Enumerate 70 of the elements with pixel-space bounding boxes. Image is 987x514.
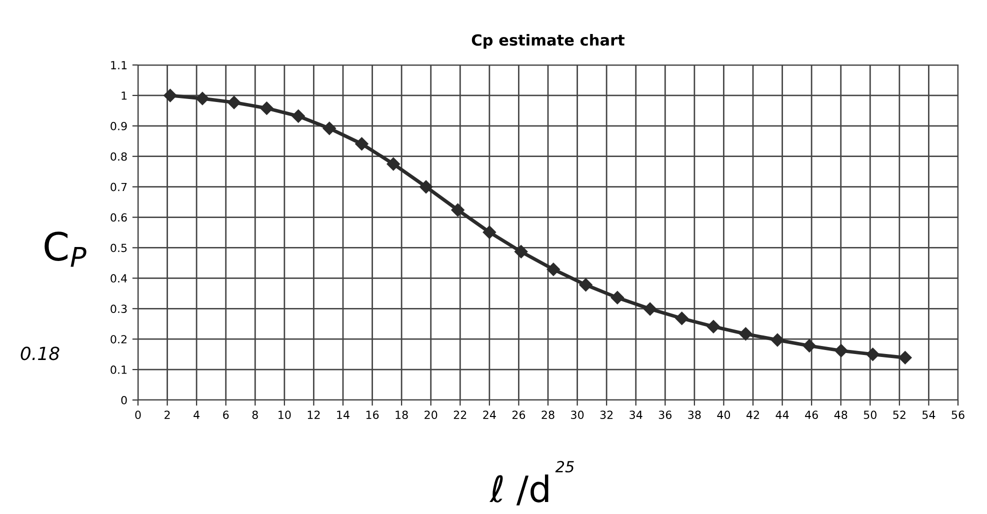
x-tick-label: 34 [630, 410, 642, 420]
x-tick-label: 18 [396, 410, 408, 420]
x-tick-label: 48 [834, 410, 848, 420]
y-tick-label: 0.4 [110, 274, 127, 283]
x-tick-label: 42 [746, 410, 759, 419]
x-tick-label: 4 [194, 410, 200, 419]
x-tick-label: 14 [337, 410, 350, 419]
y-tick-label: 0.8 [110, 152, 127, 161]
y-tick-label: 0.2 [110, 335, 126, 344]
x-tick-label: 46 [805, 410, 818, 420]
x-tick-label: 54 [922, 410, 936, 420]
x-tick-label: 22 [454, 410, 466, 419]
y-tick-label: 0.6 [110, 213, 127, 222]
point [260, 102, 274, 115]
point [898, 351, 912, 364]
point [675, 312, 688, 325]
x-axis-title: ℓ /d [490, 474, 548, 506]
point [451, 203, 464, 217]
x-tick-label: 30 [571, 410, 584, 420]
point [834, 344, 848, 358]
x-tick-label: 2 [164, 410, 170, 419]
x-tick-label: 44 [776, 410, 789, 419]
x-tick-label: 6 [223, 410, 229, 420]
x-tick-label: 16 [366, 410, 379, 420]
x-tick-label: 20 [424, 410, 438, 420]
point [386, 157, 400, 171]
point [322, 122, 336, 135]
point [579, 278, 592, 292]
x-tick-label: 24 [483, 410, 496, 419]
x-tick-label: 40 [717, 410, 730, 420]
point [739, 327, 752, 340]
y-tick-label: 1.1 [111, 61, 127, 70]
y-tick-label: 0.3 [110, 304, 127, 314]
chart-title: Cp estimate chart [472, 34, 625, 49]
y-tick-label: 0.9 [110, 122, 127, 130]
point [706, 320, 720, 334]
point [227, 96, 241, 110]
x-tick-label: 10 [278, 410, 291, 420]
point [802, 339, 816, 352]
point [292, 110, 305, 123]
point [610, 291, 624, 304]
y-axis-title: C$_{P}$ [44, 232, 86, 267]
x-tick-label: 56 [952, 410, 964, 420]
y-tick-label: 0.7 [110, 182, 127, 192]
y-tick-label: 0.5 [110, 244, 127, 252]
y-tick-label: 1 [122, 92, 127, 100]
x-tick-label: 52 [893, 410, 906, 420]
x-tick-label: 0 [135, 410, 141, 420]
text: 25 [555, 460, 574, 472]
point [643, 302, 657, 316]
x-tick-label: 28 [542, 410, 554, 420]
x-tick-label: 26 [512, 410, 526, 420]
point [514, 245, 528, 258]
x-tick-label: 38 [688, 410, 701, 420]
point [546, 262, 560, 276]
x-tick-label: 50 [864, 410, 876, 420]
point [196, 92, 210, 106]
x-tick-label: 32 [600, 410, 613, 420]
point [770, 333, 784, 347]
x-tick-label: 12 [308, 410, 320, 419]
y-tick-label: 0 [121, 396, 127, 404]
point [355, 137, 368, 150]
y-tick-label: 0.1 [110, 366, 127, 374]
point [482, 226, 496, 239]
point [866, 348, 880, 361]
x-tick-label: 8 [252, 410, 258, 420]
point [164, 88, 177, 102]
point [419, 180, 433, 194]
text: 0.18 [20, 346, 60, 360]
x-tick-label: 36 [658, 410, 672, 420]
